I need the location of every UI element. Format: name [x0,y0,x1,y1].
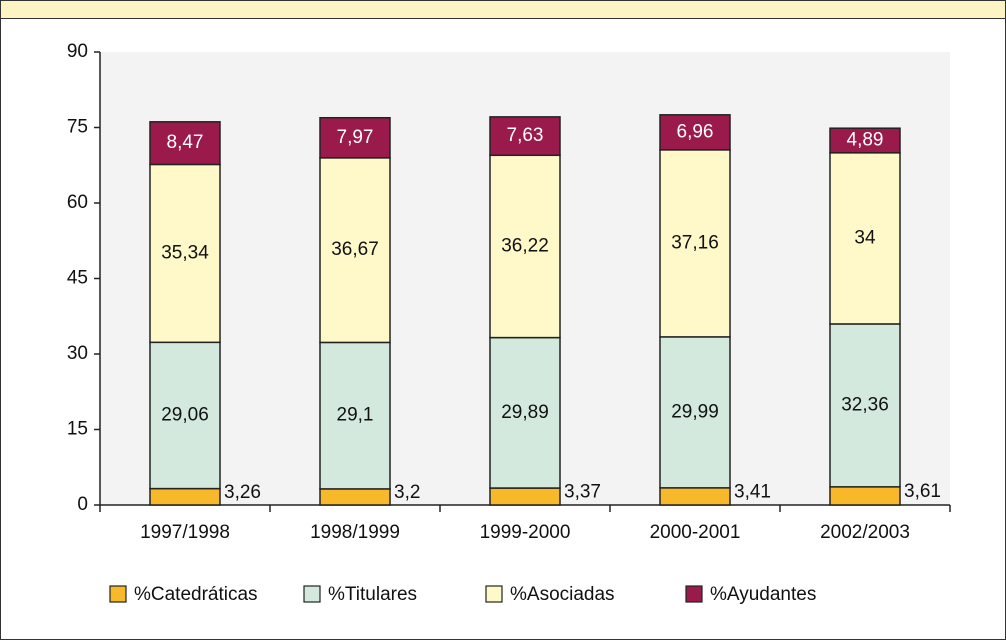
data-label: 36,67 [331,239,379,260]
bar-segment [149,487,221,506]
y-tick-label: 90 [67,41,88,62]
bar-segment [319,157,391,344]
data-label: 3,37 [564,482,601,503]
y-tick-label: 45 [67,268,88,289]
data-label: 3,26 [224,482,261,503]
legend-label: %Catedráticas [134,584,258,605]
data-label: 29,99 [671,401,719,422]
x-tick-label: 1997/1998 [140,522,230,543]
data-label: 32,36 [841,394,889,415]
bar-segment [489,487,561,506]
data-label: 7,63 [507,125,544,146]
data-label: 34 [854,227,876,248]
data-label: 3,61 [904,481,941,502]
data-label: 29,1 [337,405,374,426]
legend-label: %Titulares [328,584,417,605]
bar-segment [829,323,901,488]
data-label: 7,97 [337,127,374,148]
x-tick-label: 1998/1999 [310,522,400,543]
legend-label: %Ayudantes [710,584,816,605]
bar-segment [829,486,901,506]
legend-swatch [485,585,503,603]
bar-segment [659,336,731,489]
data-label: 29,89 [501,402,549,423]
bar-segment [829,152,901,325]
bar-segment [149,121,221,166]
x-tick-label: 2002/2003 [820,522,910,543]
data-label: 36,22 [501,235,549,256]
data-label: 4,89 [847,130,884,151]
y-tick-label: 0 [77,494,88,515]
bar-segment [489,154,561,339]
header-band [0,0,1006,19]
data-label: 29,06 [161,404,209,425]
data-label: 6,96 [677,121,714,142]
bar-segment [319,341,391,490]
y-tick-label: 60 [67,192,88,213]
data-label: 37,16 [671,232,719,253]
data-label: 3,2 [394,482,420,503]
legend-label: %Asociadas [510,584,615,605]
bar-segment [319,116,391,159]
bar-segment [489,116,561,157]
y-tick-label: 15 [67,419,88,440]
bar-segment [489,336,561,489]
bar-segment [659,487,731,506]
bar-segment [659,149,731,338]
legend-swatch [685,585,703,603]
bar-segment [659,114,731,151]
bar-segment [829,127,901,154]
bar-segment [319,488,391,506]
y-tick-label: 75 [67,117,88,138]
y-tick-label: 30 [67,343,88,364]
legend-swatch [109,585,127,603]
x-tick-label: 1999-2000 [480,522,571,543]
data-label: 3,41 [734,481,771,502]
legend-swatch [303,585,321,603]
x-tick-label: 2000-2001 [650,522,741,543]
data-label: 8,47 [167,132,204,153]
data-label: 35,34 [161,242,209,263]
